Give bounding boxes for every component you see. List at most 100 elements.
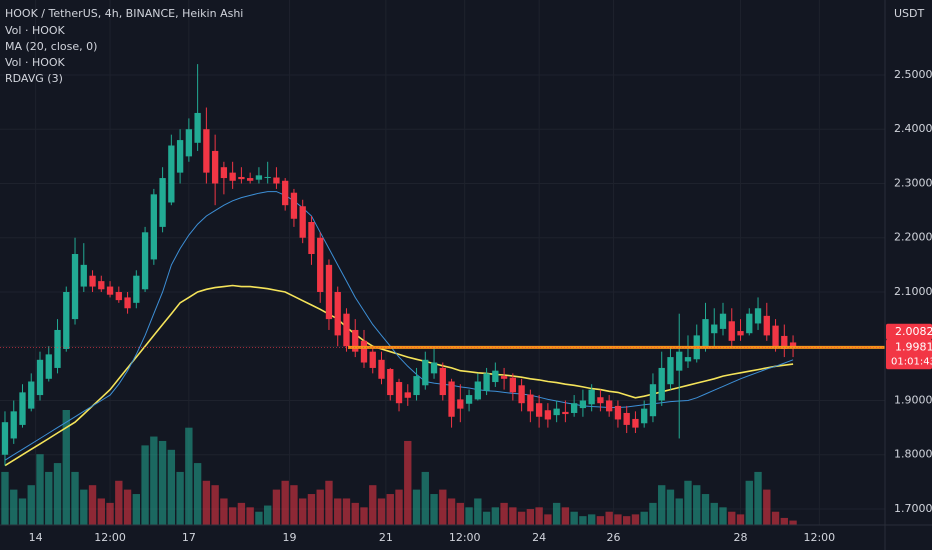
- candle-body: [562, 411, 569, 415]
- candle-body: [360, 340, 368, 363]
- indicator: RDAVG (3): [5, 72, 63, 85]
- volume-bar: [272, 489, 281, 525]
- candle-body: [465, 395, 473, 404]
- candle-body: [579, 400, 587, 409]
- price-label-box: [886, 323, 932, 340]
- candle-body: [211, 150, 219, 184]
- candle-body: [641, 408, 648, 424]
- volume-bar: [27, 485, 35, 525]
- y-tick-label: 2.3000: [894, 176, 932, 189]
- candle-body: [570, 403, 578, 413]
- volume-pane: [1, 410, 797, 525]
- volume-bar: [255, 511, 263, 525]
- volume-bar: [18, 498, 27, 525]
- x-tick-label: 17: [182, 531, 196, 544]
- candle-body: [185, 129, 193, 157]
- candle-body: [220, 167, 228, 179]
- candle-body: [282, 180, 289, 206]
- candle-body: [141, 232, 149, 290]
- volume-bar: [325, 480, 333, 525]
- volume-bar: [728, 511, 736, 525]
- volume-bar: [474, 498, 482, 525]
- candle-body: [264, 176, 271, 178]
- x-tick-label: 26: [607, 531, 621, 544]
- volume-bar: [482, 511, 491, 525]
- candle-body: [299, 206, 306, 238]
- axes: 2.50002.40002.30002.20002.10002.00001.90…: [29, 68, 932, 544]
- volume-bar: [299, 498, 307, 525]
- volume-bar: [263, 505, 272, 525]
- candle-body: [334, 291, 341, 336]
- x-tick-label: 12:00: [449, 531, 481, 544]
- volume-bar: [763, 489, 771, 525]
- candle-body: [71, 254, 79, 320]
- volume-bar: [211, 485, 219, 525]
- volume-bar: [106, 502, 114, 525]
- volume-bar: [439, 489, 447, 525]
- candle-body: [176, 140, 184, 173]
- candle-body: [702, 319, 709, 348]
- volume-bar: [185, 427, 193, 525]
- volume-bar: [360, 507, 368, 525]
- volume-bar: [552, 502, 561, 525]
- candle-body: [676, 351, 683, 371]
- candle-body: [588, 389, 595, 405]
- candle-body: [238, 176, 245, 180]
- volume-bar: [334, 498, 342, 525]
- volume-bar: [123, 489, 132, 525]
- volume-bar: [544, 514, 552, 525]
- volume-bar: [745, 480, 753, 525]
- volume-bar: [789, 520, 797, 525]
- volume-bar: [237, 502, 246, 525]
- volume-bar: [97, 498, 105, 525]
- y-tick-label: 2.4000: [894, 122, 932, 135]
- volume-bar: [684, 480, 692, 525]
- y-tick-label: 2.2000: [894, 231, 932, 244]
- volume-bar: [666, 489, 675, 525]
- candle-body: [553, 408, 560, 416]
- volume-bar: [701, 494, 710, 525]
- candle-body: [500, 376, 508, 379]
- indicator: Vol · HOOK: [5, 24, 66, 37]
- candle-body: [10, 411, 17, 439]
- volume-bar: [500, 502, 508, 525]
- candle-body: [448, 381, 455, 417]
- volume-bar: [421, 471, 429, 525]
- candle-body: [290, 192, 298, 219]
- y-tick-label: 1.8000: [894, 448, 932, 461]
- candle-body: [474, 381, 481, 400]
- candle-body: [772, 325, 779, 347]
- candle-body: [80, 264, 87, 287]
- plot: [0, 64, 885, 467]
- volume-bar: [649, 502, 657, 525]
- candle-body: [719, 313, 727, 329]
- candle-body: [737, 331, 744, 336]
- candle-body: [19, 392, 26, 425]
- volume-bar: [509, 507, 517, 525]
- candle-body: [98, 281, 105, 290]
- candle-body: [229, 172, 236, 181]
- candle-body: [535, 403, 543, 417]
- volume-bar: [45, 471, 53, 525]
- volume-bar: [342, 498, 351, 525]
- volume-bar: [80, 489, 88, 525]
- volume-bar: [220, 498, 228, 525]
- volume-bar: [290, 485, 298, 525]
- candle-body: [430, 362, 438, 374]
- y-tick-label: 2.1000: [894, 285, 932, 298]
- volume-bar: [693, 485, 701, 525]
- volume-bar: [771, 511, 780, 525]
- candle-body: [684, 357, 692, 362]
- candle-body: [308, 222, 315, 255]
- volume-bar: [115, 480, 123, 525]
- volume-bar: [456, 502, 464, 525]
- volume-bar: [570, 511, 578, 525]
- volume-bar: [351, 502, 359, 525]
- candle-body: [45, 354, 52, 379]
- volume-bar: [430, 494, 438, 525]
- volume-bar: [404, 440, 412, 525]
- candle-body: [728, 321, 735, 341]
